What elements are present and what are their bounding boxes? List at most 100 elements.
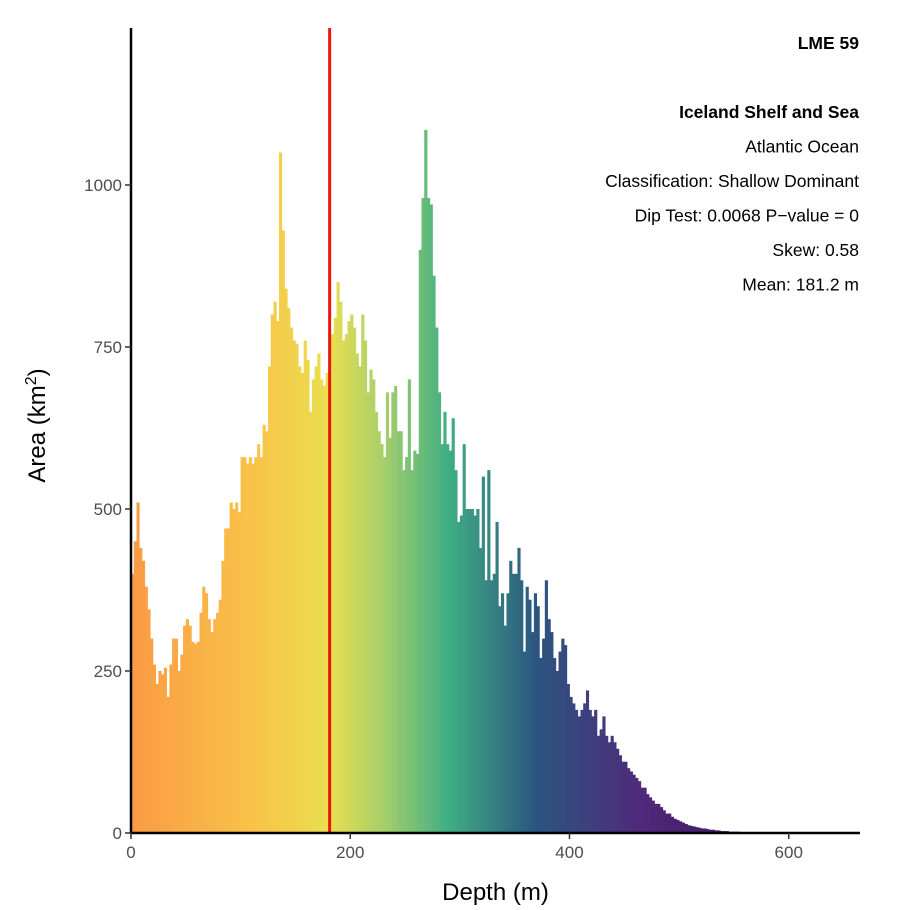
histogram-bar <box>440 444 444 833</box>
x-tick-label: 600 <box>775 843 803 862</box>
y-tick-label: 0 <box>113 824 122 843</box>
histogram-bar <box>594 709 598 833</box>
histogram-bar <box>528 599 532 833</box>
histogram-bar <box>347 321 351 833</box>
histogram-bar <box>199 612 203 833</box>
histogram-bar <box>692 826 696 833</box>
histogram-bar <box>273 301 277 833</box>
histogram-bar <box>303 340 307 833</box>
histogram-bar <box>602 716 606 833</box>
histogram-bar <box>235 502 239 833</box>
histogram-bar <box>402 470 406 833</box>
histogram-bar <box>194 643 198 833</box>
y-axis-title-prefix: Area (km <box>24 385 51 482</box>
y-tick-label: 750 <box>94 338 122 357</box>
histogram-bar <box>462 444 466 833</box>
histogram-bar <box>533 593 538 833</box>
histogram-bar <box>366 392 370 833</box>
histogram-bar <box>218 599 222 833</box>
histogram-bar <box>717 830 721 833</box>
histogram-bar <box>703 828 707 833</box>
histogram-bar <box>391 392 395 833</box>
histogram-bar <box>479 547 483 833</box>
histogram-bar <box>610 735 614 833</box>
histogram-bar <box>561 638 565 833</box>
histogram-bar <box>618 755 622 833</box>
histogram-bar <box>511 573 516 833</box>
histogram-bar <box>215 612 220 833</box>
histogram-bar <box>383 457 387 833</box>
histogram-bar <box>481 476 485 833</box>
histogram-bar <box>246 463 250 833</box>
histogram-bar <box>451 418 455 833</box>
histogram-bar <box>284 288 288 833</box>
histogram-bar <box>443 411 447 833</box>
histogram-bar <box>498 606 502 833</box>
histogram-bar <box>659 807 664 833</box>
histogram-bar <box>221 560 225 833</box>
histogram-bar <box>361 314 365 834</box>
histogram-bar <box>500 593 505 833</box>
histogram-bar <box>492 573 496 833</box>
histogram-bar <box>651 800 655 833</box>
histogram-bar <box>270 314 274 834</box>
histogram-bar <box>676 820 680 833</box>
y-axis-title-superscript: 2 <box>23 376 40 385</box>
histogram-bar <box>670 816 675 833</box>
histogram-bar <box>177 671 181 833</box>
histogram-bar <box>517 547 521 833</box>
histogram-bar <box>539 658 543 833</box>
histogram-bar <box>174 638 178 833</box>
histogram-bar <box>695 827 699 833</box>
histogram-bar <box>251 463 255 833</box>
histogram-bar <box>459 515 464 833</box>
histogram-bar <box>207 619 211 833</box>
histogram-bar <box>163 667 168 833</box>
histogram-bar <box>437 392 442 833</box>
histogram-bar <box>432 275 436 834</box>
info-annotation: LME 59 <box>798 33 860 53</box>
histogram-bar <box>133 541 137 833</box>
histogram-bar <box>465 509 469 833</box>
histogram-bar <box>405 457 409 833</box>
histogram-bar <box>229 502 233 833</box>
histogram-bar <box>585 690 590 833</box>
histogram-bar <box>369 369 373 833</box>
x-tick-label: 400 <box>555 843 583 862</box>
histogram-bar <box>424 129 428 834</box>
histogram-bar <box>629 771 633 833</box>
histogram-bar <box>555 671 559 833</box>
histogram-bar <box>185 619 189 833</box>
y-tick-label: 250 <box>94 662 122 681</box>
histogram-bar <box>141 560 146 833</box>
histogram-bar <box>506 593 510 833</box>
histogram-bar <box>188 625 192 833</box>
histogram-bar <box>226 528 231 833</box>
histogram-bar <box>574 709 579 833</box>
x-tick-label: 200 <box>336 843 364 862</box>
histogram-bar <box>577 716 581 833</box>
histogram-bar <box>306 359 310 833</box>
histogram-bar <box>531 632 535 833</box>
histogram-bar <box>254 457 258 833</box>
histogram-bar <box>224 528 228 833</box>
y-tick-label: 1000 <box>84 176 122 195</box>
histogram-bar <box>358 366 362 833</box>
histogram-bar <box>314 366 318 833</box>
histogram-bar <box>476 509 480 833</box>
histogram-bar <box>155 683 159 833</box>
histogram-bar <box>429 204 433 833</box>
histogram-bar <box>144 586 148 833</box>
histogram-bar <box>355 353 359 833</box>
histogram-bar <box>599 729 603 833</box>
histogram-bar <box>213 619 217 833</box>
histogram-bar <box>572 703 576 833</box>
histogram-bar <box>300 372 305 833</box>
histogram-bar <box>591 716 595 833</box>
histogram-bar <box>558 651 562 833</box>
histogram-bar <box>158 671 162 833</box>
histogram-bar <box>454 470 458 833</box>
histogram-bar <box>468 509 472 833</box>
histogram-bar <box>363 340 368 833</box>
